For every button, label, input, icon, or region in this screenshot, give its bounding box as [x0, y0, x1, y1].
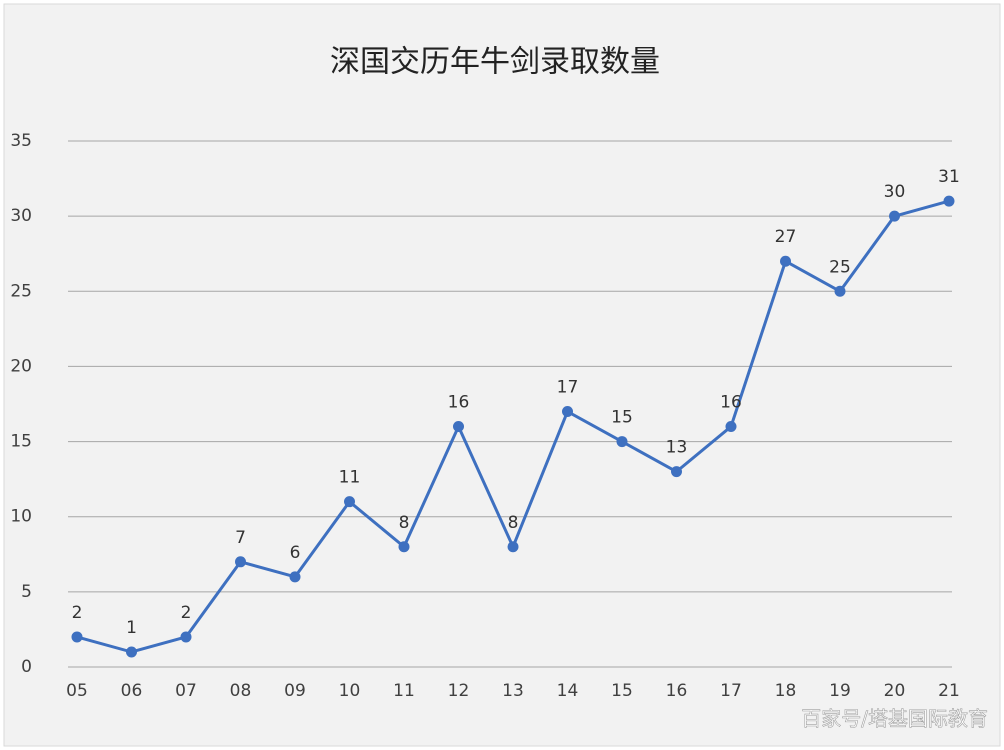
value-label: 17 [557, 378, 579, 398]
data-point [780, 255, 791, 267]
data-point [344, 496, 355, 508]
y-tick-label: 10 [10, 507, 32, 527]
value-label: 7 [235, 528, 246, 548]
value-label: 25 [829, 257, 851, 277]
value-label: 2 [181, 603, 192, 623]
data-point [180, 631, 192, 643]
data-point [834, 285, 846, 297]
y-tick-label: 35 [10, 131, 32, 151]
data-point [616, 436, 628, 448]
x-tick-label: 16 [666, 681, 688, 701]
y-tick-label: 5 [21, 582, 32, 602]
value-label: 13 [666, 438, 688, 458]
value-label: 8 [508, 513, 519, 533]
x-tick-label: 14 [557, 681, 579, 701]
x-tick-label: 07 [175, 681, 197, 701]
x-tick-label: 09 [284, 681, 306, 701]
data-point [289, 571, 301, 583]
value-label: 8 [399, 513, 410, 533]
data-point [671, 466, 682, 478]
value-label: 2 [72, 603, 83, 623]
x-tick-label: 19 [829, 681, 851, 701]
chart-background [3, 3, 1001, 747]
chart-title: 深国交历年牛剑录取数量 [330, 45, 660, 80]
data-point [398, 541, 410, 553]
y-tick-label: 0 [21, 657, 32, 677]
data-point [889, 210, 900, 222]
y-tick-label: 25 [10, 281, 32, 301]
x-tick-label: 10 [339, 681, 361, 701]
x-tick-label: 05 [66, 681, 88, 701]
data-point [562, 406, 573, 418]
y-tick-label: 30 [10, 206, 32, 226]
value-label: 6 [290, 543, 301, 563]
data-point [235, 556, 246, 568]
data-point [453, 421, 464, 433]
x-tick-label: 06 [121, 681, 143, 701]
x-tick-label: 15 [611, 681, 633, 701]
watermark: 百家号/塔基国际教育 [801, 707, 988, 731]
value-label: 15 [611, 408, 633, 428]
x-tick-label: 13 [502, 681, 524, 701]
x-tick-label: 11 [393, 681, 415, 701]
data-point [71, 631, 83, 643]
value-label: 11 [339, 468, 361, 488]
value-label: 31 [938, 167, 960, 187]
value-label: 30 [884, 182, 906, 202]
y-tick-label: 20 [10, 356, 32, 376]
value-label: 16 [448, 393, 470, 413]
x-tick-label: 18 [775, 681, 797, 701]
x-tick-label: 20 [884, 681, 906, 701]
data-point [943, 195, 955, 207]
y-tick-label: 15 [10, 432, 32, 452]
x-tick-label: 17 [720, 681, 742, 701]
data-point [507, 541, 519, 553]
value-label: 27 [775, 227, 797, 247]
value-label: 1 [126, 618, 137, 638]
x-tick-label: 12 [448, 681, 470, 701]
x-tick-label: 21 [938, 681, 960, 701]
value-label: 16 [720, 393, 742, 413]
x-tick-label: 08 [230, 681, 252, 701]
data-point [126, 646, 137, 658]
data-point [725, 421, 737, 433]
